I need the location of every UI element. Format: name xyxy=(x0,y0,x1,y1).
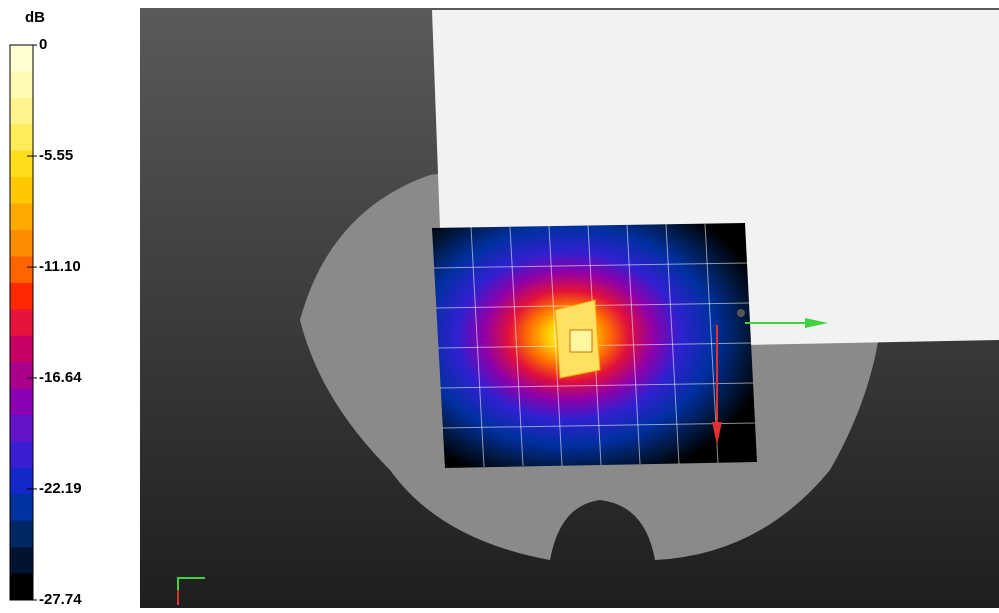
color-level xyxy=(10,150,33,178)
color-level xyxy=(10,573,33,601)
color-level xyxy=(10,547,33,575)
color-level xyxy=(10,388,33,416)
color-level xyxy=(10,230,33,257)
colorbar: 0 -5.55 -11.10 -16.64 -22.19 -27.74 xyxy=(9,36,82,608)
colorbar-frame xyxy=(9,44,34,601)
tick-label: -22.19 xyxy=(39,480,82,497)
color-level xyxy=(10,520,33,548)
colorbar-unit: dB xyxy=(25,9,45,26)
plane xyxy=(432,10,999,345)
feed xyxy=(569,329,593,353)
color-level xyxy=(10,335,33,363)
viewport xyxy=(140,8,999,608)
origin xyxy=(737,309,745,317)
color-level xyxy=(10,124,33,152)
color-level xyxy=(10,494,33,522)
color-level xyxy=(10,415,33,442)
color-level xyxy=(10,177,33,205)
color-level xyxy=(10,467,33,495)
color-level xyxy=(10,256,33,284)
color-level xyxy=(10,203,33,231)
axis-arrow-head xyxy=(712,422,722,445)
axis-arrow-head xyxy=(805,318,828,328)
tick-label: 0 xyxy=(39,36,47,53)
color-level xyxy=(10,441,33,469)
tick-label: -5.55 xyxy=(39,147,73,164)
tick-label: -11.10 xyxy=(39,258,81,275)
color-level xyxy=(10,309,33,337)
color-level xyxy=(10,45,33,72)
tick-label: -16.64 xyxy=(39,369,82,386)
color-level xyxy=(10,362,33,390)
color-level xyxy=(10,97,33,125)
color-level xyxy=(10,71,33,99)
tick-label: -27.74 xyxy=(39,591,82,608)
color-level xyxy=(10,282,33,310)
